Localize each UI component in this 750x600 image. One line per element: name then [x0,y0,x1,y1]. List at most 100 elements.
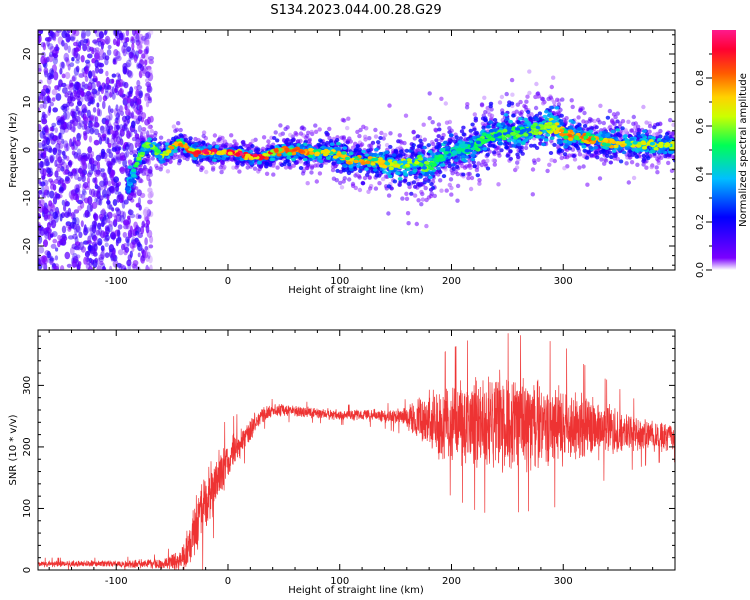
noise-blob [149,235,154,244]
ridge-blob [420,197,426,202]
noise-blob [94,65,100,74]
noise-blob [88,244,92,252]
ridge-blob [468,165,473,170]
ridge-blob [485,158,490,163]
ridge-blob [413,175,418,180]
noise-blob [118,191,122,198]
ridge-blob [361,124,366,129]
noise-blob [91,47,97,53]
figure-title: S134.2023.044.00.28.G29 [270,3,441,18]
ridge-blob [130,198,135,203]
ridge-blob [541,101,546,106]
ridge-blob [429,140,435,145]
ridge-blob [362,175,368,181]
ridge-blob [386,184,392,189]
ridge-blob [631,175,637,181]
noise-blob [123,119,129,127]
noise-blob [128,51,134,59]
noise-blob [58,79,63,88]
noise-blob [61,40,65,47]
noise-blob [100,148,106,155]
noise-blob [133,129,138,135]
noise-blob [78,183,82,189]
noise-blob [100,230,106,239]
noise-blob [48,200,53,207]
noise-blob [50,243,57,249]
noise-blob [93,243,98,252]
ridge-blob [426,143,431,148]
noise-blob [54,191,58,197]
noise-blob [73,47,77,57]
ridge-blob [426,195,432,200]
noise-blob [83,256,88,265]
ridge-blob [601,120,606,126]
noise-blob [113,182,119,189]
ridge-blob [139,178,144,184]
noise-blob [148,59,154,65]
noise-blob [49,126,54,132]
noise-blob [62,168,69,176]
noise-blob [117,236,122,242]
noise-blob [69,138,73,148]
noise-blob [97,40,102,47]
ridge-blob [559,155,564,161]
ridge-blob [331,161,336,166]
noise-blob [94,257,98,264]
ridge-blob [419,189,424,195]
noise-blob [89,158,93,165]
ridge-blob [261,135,267,140]
noise-blob [110,108,114,114]
ridge-blob [582,110,587,116]
noise-blob [43,135,48,145]
noise-blob [54,85,60,90]
ridge-blob [282,162,287,166]
noise-blob [146,209,152,217]
ridge-blob [255,148,260,153]
noise-blob [39,166,45,175]
noise-blob [117,229,121,238]
noise-blob [38,68,42,73]
noise-blob [83,227,89,236]
noise-blob [43,211,49,220]
noise-blob [94,128,100,136]
ridge-blob [482,95,487,101]
ridge-blob [359,142,365,147]
ridge-blob [656,158,661,163]
noise-blob [92,248,97,254]
ridge-blob [489,107,494,112]
ridge-blob [139,135,144,140]
ridge-blob [159,164,164,170]
noise-blob [42,150,47,157]
noise-blob [144,32,150,40]
noise-blob [97,238,103,246]
noise-blob [145,224,150,234]
noise-blob [66,121,72,131]
ridge-blob [367,136,372,141]
noise-blob [93,213,99,222]
noise-blob [112,199,118,206]
noise-blob [87,71,92,79]
ridge-blob [357,133,362,139]
noise-blob [126,238,130,247]
ridge-blob [473,131,478,136]
noise-blob [108,185,115,193]
noise-blob [57,194,63,199]
ridge-blob [649,164,654,170]
ridge-blob [624,161,629,166]
noise-blob [117,181,122,187]
ridge-blob [171,136,176,141]
ridge-blob [636,127,642,132]
noise-blob [90,188,96,198]
noise-blob [55,44,59,51]
noise-blob [50,69,54,78]
ridge-blob [644,120,649,125]
ridge-blob [376,140,381,145]
noise-blob [52,107,58,113]
ridge-blob [147,125,152,130]
noise-blob [73,209,80,214]
ridge-blob [634,154,640,159]
noise-blob [121,81,126,87]
ridge-blob [269,145,274,149]
noise-blob [130,120,136,129]
